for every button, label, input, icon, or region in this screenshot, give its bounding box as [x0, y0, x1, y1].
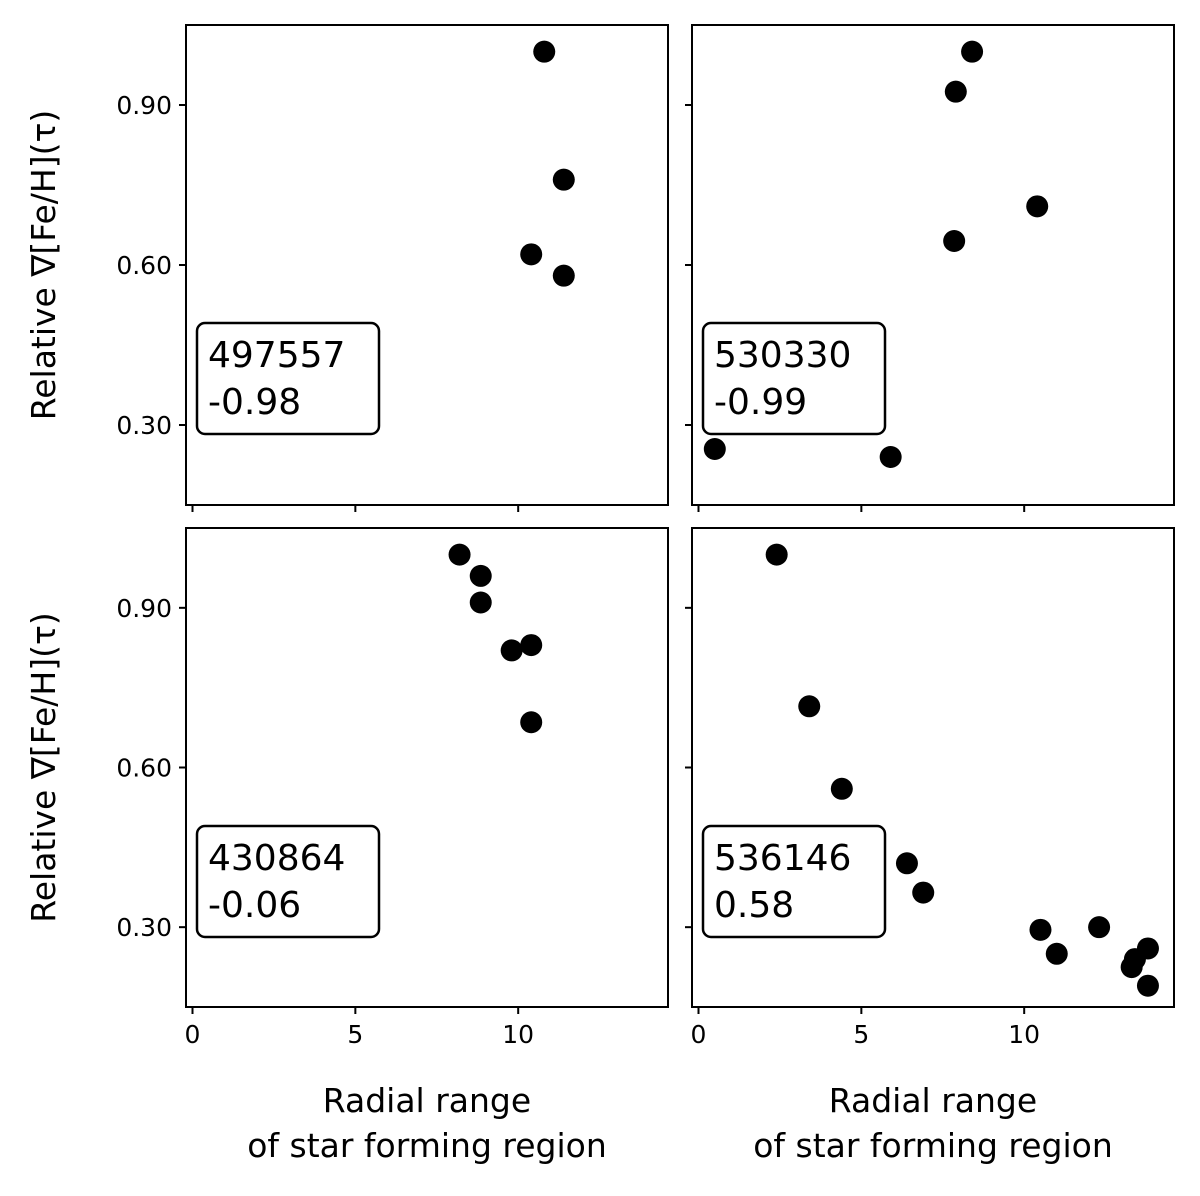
annotation-value: -0.99 [714, 382, 807, 423]
x-tick-label: 10 [502, 1020, 534, 1049]
annotation-id: 536146 [714, 838, 851, 879]
x-tick-label: 0 [691, 1020, 707, 1049]
x-axis-label-line: Radial range [323, 1081, 531, 1120]
data-point [943, 230, 966, 252]
data-point [912, 881, 935, 904]
panel-430864: 0.30 0.60 0.90 0 5 10 Relative ∇[Fe/H](τ) Radia… [24, 527, 669, 1165]
annotation-value: -0.98 [208, 382, 301, 423]
data-point [961, 40, 984, 63]
data-point [1029, 918, 1052, 941]
data-point [469, 564, 492, 587]
y-tick-label: 0.30 [116, 411, 172, 440]
data-point [552, 264, 575, 287]
y-tick-label: 0.60 [116, 251, 172, 280]
panel-536146: 0 5 10 Radial range of star forming region 53… [685, 527, 1175, 1165]
data-point [1136, 974, 1159, 997]
panel-530330: 530330 -0.99 [685, 24, 1175, 512]
y-axis-label: Relative ∇[Fe/H](τ) [24, 612, 63, 922]
data-point [520, 243, 543, 266]
x-axis-label-line: of star forming region [247, 1126, 607, 1165]
x-tick-label: 5 [853, 1020, 869, 1049]
x-axis-label-line: Radial range [829, 1081, 1037, 1120]
data-point [879, 446, 902, 468]
data-point [520, 711, 543, 734]
panel-497557: 0.30 0.60 0.90 Relative ∇[Fe/H](τ) 497557 -0.… [24, 24, 669, 512]
data-point [520, 634, 543, 657]
annotation-box [195, 824, 381, 939]
data-point [1026, 195, 1049, 218]
annotation-id: 430864 [208, 838, 345, 879]
annotation-box [701, 824, 887, 939]
data-point [469, 591, 492, 614]
annotation-box [195, 321, 381, 436]
data-point [895, 852, 918, 875]
annotation-value: 0.58 [714, 885, 794, 926]
annotation-id: 530330 [714, 335, 851, 376]
y-tick-label: 0.30 [116, 913, 172, 942]
data-point [830, 777, 853, 800]
y-tick-label: 0.90 [116, 594, 172, 623]
data-point [703, 438, 726, 460]
annotation-value: -0.06 [208, 885, 301, 926]
x-axis-label-line: of star forming region [753, 1126, 1113, 1165]
data-point [765, 543, 788, 566]
x-tick-label: 0 [185, 1020, 201, 1049]
x-tick-label: 5 [347, 1020, 363, 1049]
annotation-id: 497557 [208, 335, 345, 376]
y-axis-label: Relative ∇[Fe/H](τ) [24, 110, 63, 420]
annotation-box [701, 321, 887, 436]
data-point [944, 80, 967, 103]
y-tick-label: 0.90 [116, 91, 172, 120]
data-point [448, 543, 471, 566]
data-point [552, 168, 575, 191]
x-tick-label: 10 [1008, 1020, 1040, 1049]
y-tick-label: 0.60 [116, 754, 172, 783]
data-point [533, 40, 556, 63]
data-point [1136, 937, 1159, 960]
data-point [798, 695, 821, 718]
data-point [1045, 942, 1068, 965]
data-point [500, 639, 523, 662]
data-point [1088, 916, 1111, 939]
